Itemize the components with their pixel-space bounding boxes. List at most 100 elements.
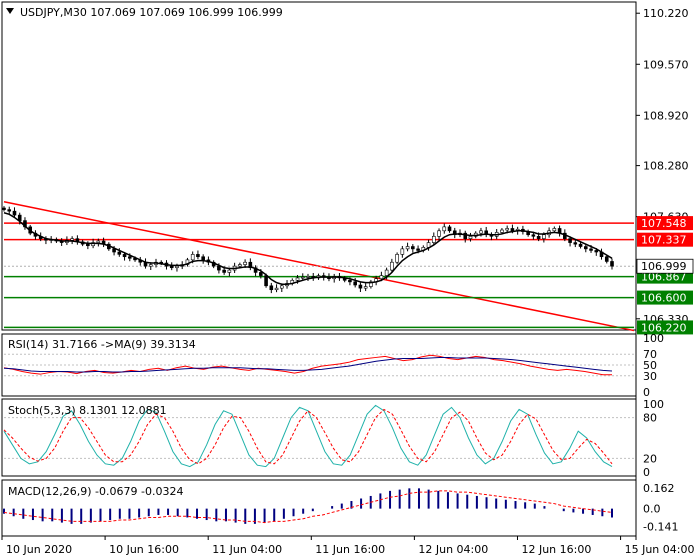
candle-body [175, 265, 179, 269]
time-tick-label: 12 Jun 16:00 [521, 543, 591, 556]
rsi-title: RSI(14) 31.7166 ->MA(9) 39.3134 [8, 338, 196, 351]
time-tick-label: 11 Jun 04:00 [212, 543, 282, 556]
candle-body [243, 261, 247, 265]
candle-body [536, 236, 541, 239]
rsi-tick-label: 50 [643, 359, 657, 372]
candle-body [379, 275, 384, 280]
macd-tick-label: 0.0 [643, 503, 661, 516]
candle-body [185, 259, 190, 265]
candle-body [416, 248, 420, 251]
candle-body [442, 226, 447, 232]
candle-body [589, 248, 593, 251]
stoch-k-line [3, 404, 613, 468]
candle-body [238, 264, 242, 267]
candle-body [479, 230, 483, 234]
support-label-bg [637, 320, 693, 335]
candle-body [148, 264, 153, 267]
candle-body [274, 287, 279, 291]
support-label: 106.600 [641, 292, 687, 305]
candle-body [279, 285, 284, 289]
candle-body [201, 256, 205, 261]
rsi-ma-line [3, 356, 613, 373]
macd-layer: 0.162 0.0 -0.141 [3, 482, 678, 534]
candle-body [500, 229, 504, 233]
candle-body [295, 277, 300, 281]
candle-body [484, 230, 489, 236]
stoch-tick-label: 80 [643, 412, 657, 425]
resistance-label-bg [637, 232, 693, 247]
candle-body [610, 261, 614, 267]
rsi-tick-label: 0 [643, 386, 650, 399]
candle-body [300, 276, 305, 279]
candle-body [400, 248, 405, 255]
candle-body [217, 265, 221, 271]
candle-body [86, 243, 90, 247]
candle-body [348, 279, 352, 283]
candle-body [196, 254, 200, 258]
candle-body [510, 228, 515, 232]
rsi-tick-label: 30 [643, 370, 657, 383]
candle-body [2, 207, 6, 210]
resistance-label: 107.337 [641, 234, 687, 247]
support-label-bg [637, 290, 693, 305]
resistance-label: 107.548 [641, 217, 687, 230]
time-tick-label: 10 Jun 16:00 [109, 543, 179, 556]
candle-body [269, 285, 274, 291]
candle-body [505, 228, 509, 231]
candle-body [573, 242, 578, 245]
candle-body [227, 269, 232, 273]
price-tick-label: 108.280 [643, 160, 689, 173]
candle-body [363, 286, 368, 289]
moving-average-line [3, 212, 613, 285]
candle-body [463, 232, 468, 239]
axis-layer: 10 Jun 2020 10 Jun 16:00 11 Jun 04:00 11 Ju… [1, 536, 695, 556]
price-tick-label: 109.570 [643, 58, 689, 71]
rsi-tick-label: 70 [643, 348, 657, 361]
price-layer: 110.220109.570108.920108.280107.630106.3… [2, 7, 694, 335]
stoch-tick-label: 20 [643, 452, 657, 465]
stoch-tick-label: 0 [643, 466, 650, 479]
candle-body [353, 281, 357, 286]
candle-body [122, 254, 127, 258]
candle-body [259, 272, 263, 276]
candle-body [542, 234, 546, 239]
stoch-title: Stoch(5,3,3) 8.1301 12.0881 [8, 404, 167, 417]
candle-body [452, 230, 457, 236]
symbol-marker-icon[interactable] [6, 8, 14, 14]
candle-body [7, 209, 12, 212]
candle-body [437, 230, 441, 237]
resistance-label-bg [637, 216, 693, 231]
price-tick-label: 108.920 [643, 109, 689, 122]
candle-body [583, 246, 588, 250]
candle-body [468, 236, 473, 239]
candle-body [264, 275, 268, 287]
candle-body [169, 265, 174, 269]
candle-body [447, 226, 452, 232]
macd-signal-line [3, 490, 613, 524]
candle-body [306, 276, 310, 278]
candle-body [96, 240, 101, 243]
candle-body [594, 250, 599, 253]
candle-body [552, 228, 557, 232]
price-tick-label: 110.220 [643, 7, 689, 20]
macd-title: MACD(12,26,9) -0.0679 -0.0324 [8, 485, 183, 498]
macd-tick-label: 0.162 [643, 482, 675, 495]
downtrend-line [3, 201, 635, 332]
current-price-label-bg [636, 258, 694, 274]
stoch-d-line [3, 408, 613, 465]
candle-body [70, 238, 74, 241]
candle-body [248, 261, 253, 269]
candle-body [358, 284, 363, 289]
candle-body [390, 261, 394, 271]
candle-body [531, 234, 536, 237]
time-tick-label: 15 Jun 04:00 [625, 543, 695, 556]
candle-body [411, 246, 415, 250]
support-label: 106.867 [641, 271, 687, 284]
candle-body [384, 269, 389, 276]
time-tick-label: 11 Jun 16:00 [315, 543, 385, 556]
candle-body [12, 210, 17, 216]
candle-body [604, 256, 609, 262]
